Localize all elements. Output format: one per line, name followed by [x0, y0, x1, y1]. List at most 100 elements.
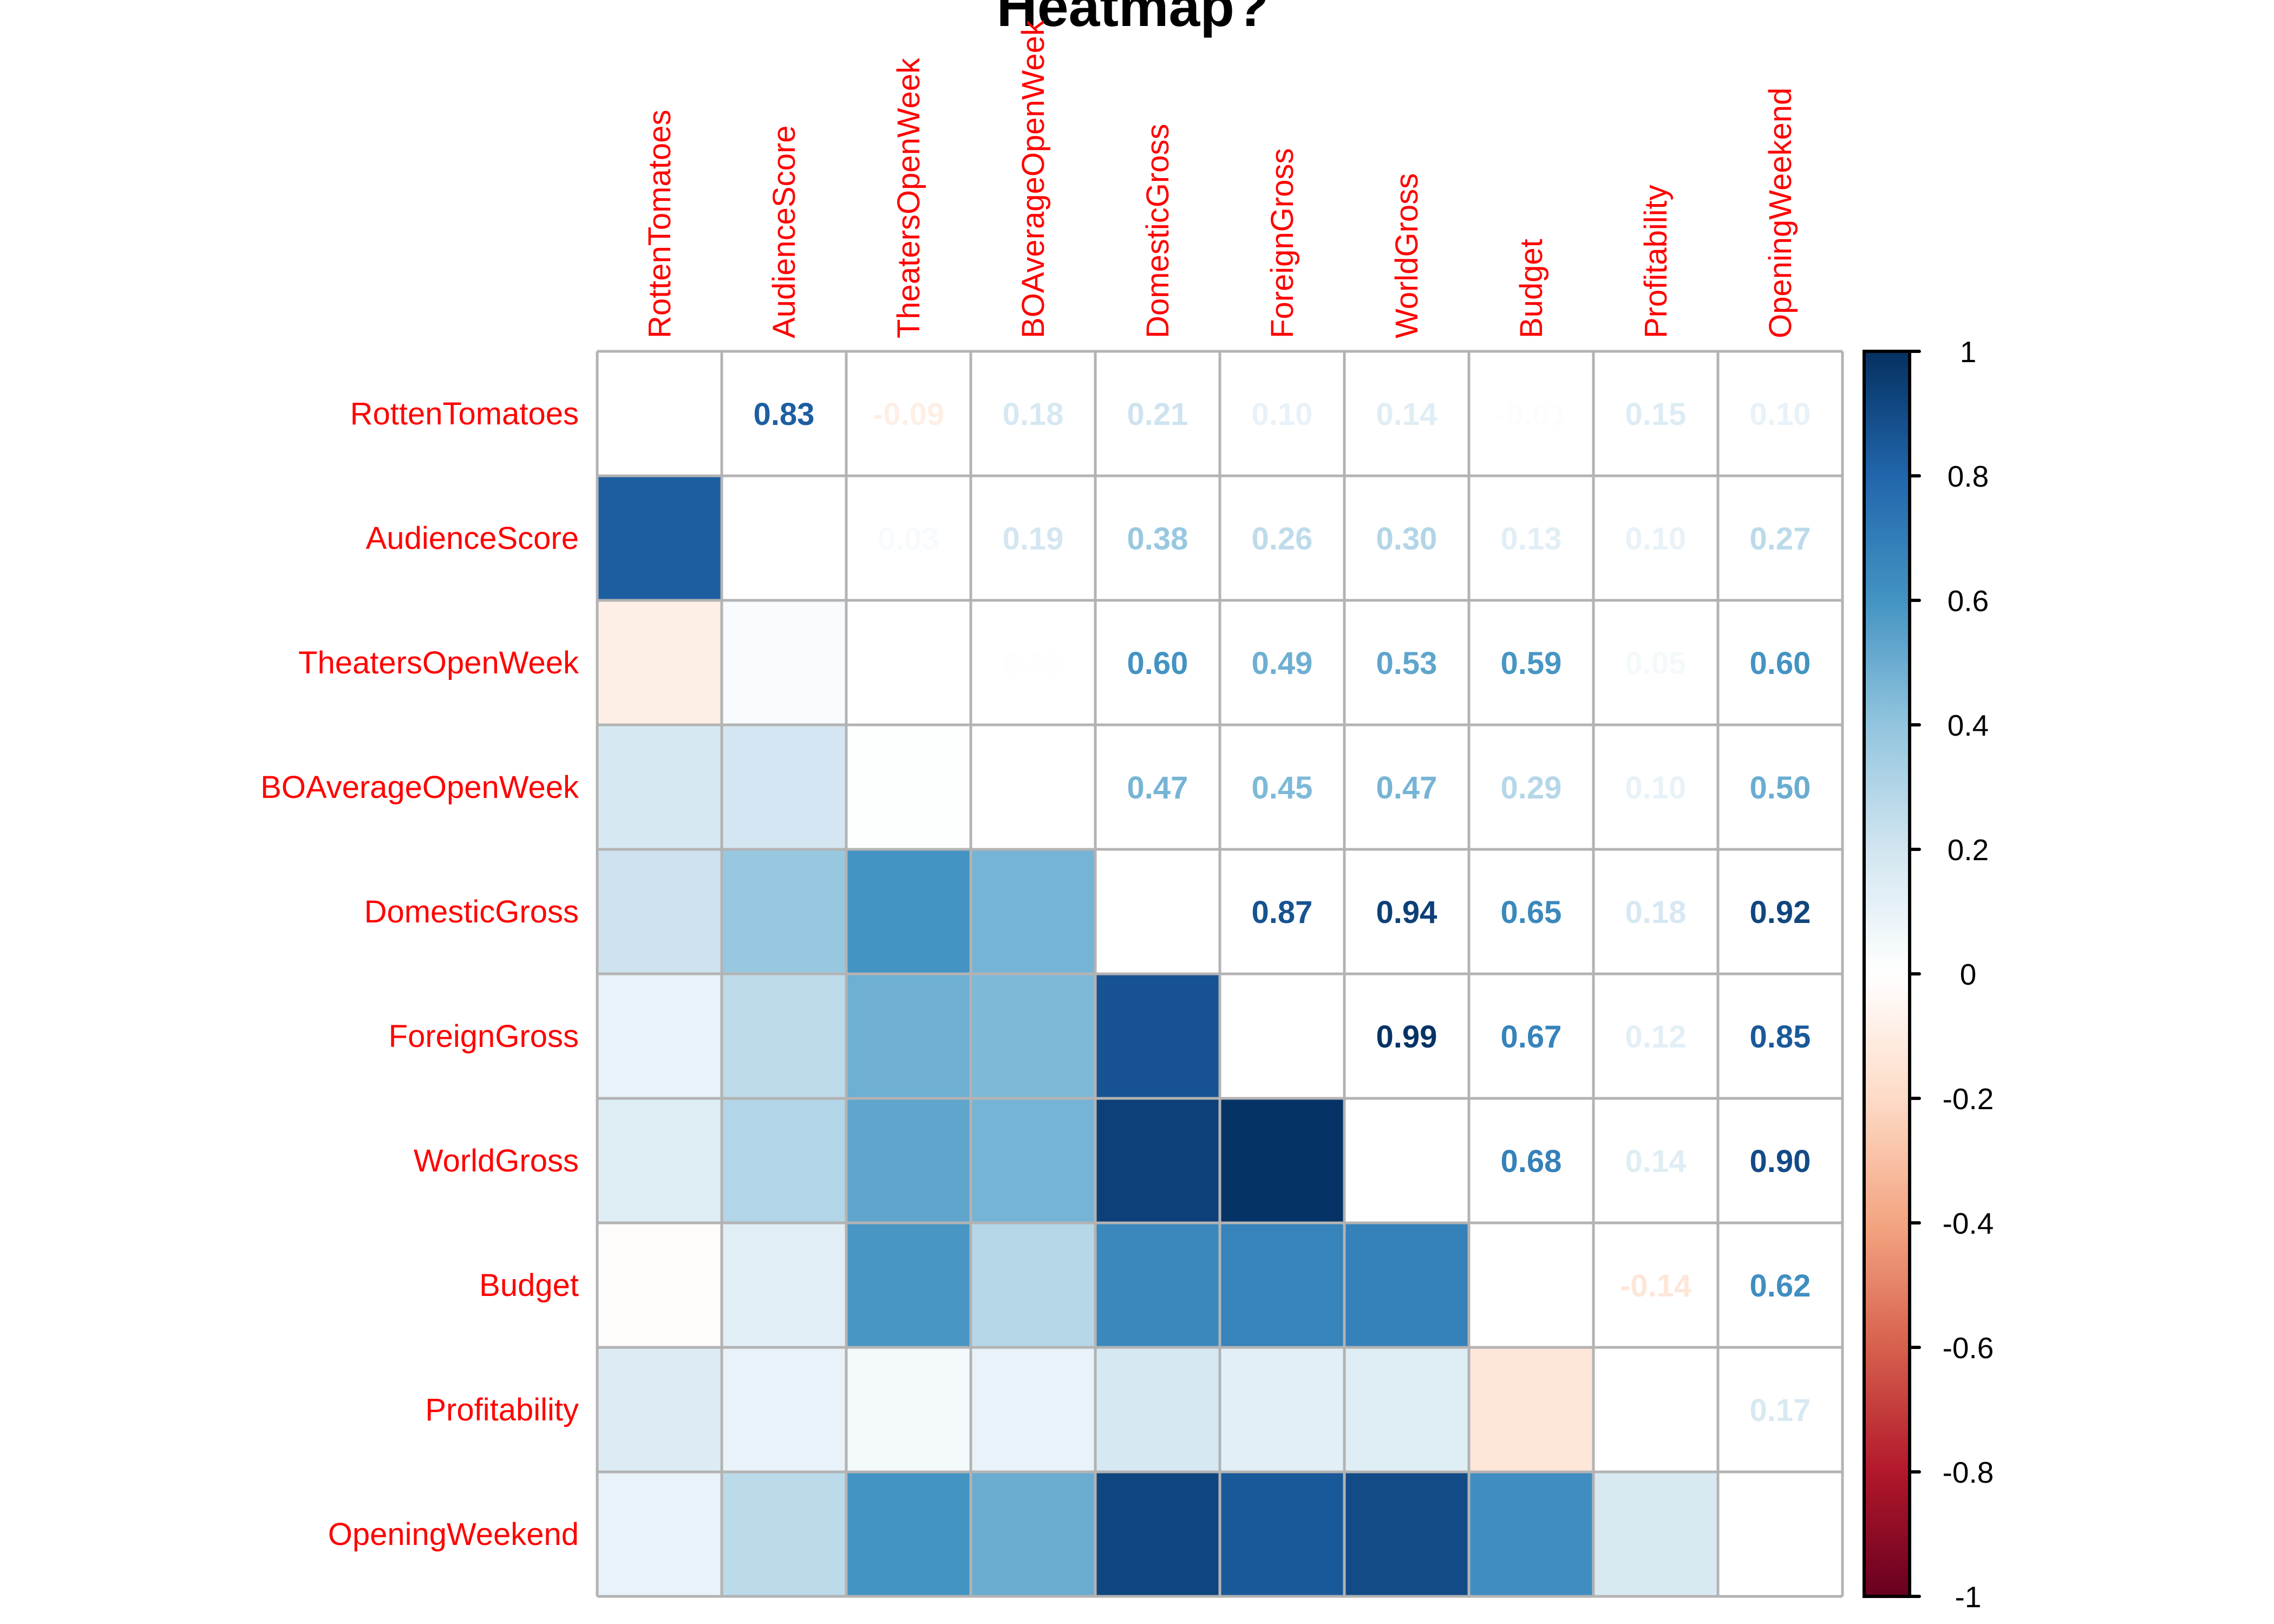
heatmap-cell-colored: [971, 1472, 1095, 1596]
heatmap-cell-colored: [1344, 1472, 1469, 1596]
correlation-value-label: -0.01: [1495, 397, 1567, 432]
heatmap-cell-diagonal: [1220, 974, 1344, 1098]
correlation-values: 0.83 -0.09 0.18 0.21 0.10 0.14 -0.01 0.15 0.10 0.…: [754, 397, 1811, 1428]
heatmap-cell-diagonal: [1095, 849, 1220, 974]
heatmap-cell-colored: [597, 849, 722, 974]
heatmap-cell-colored: [1220, 1347, 1344, 1472]
colorbar-tick-label: 0.6: [1948, 584, 1989, 618]
colorbar-tick-label: 1: [1960, 335, 1977, 369]
heatmap-cell-number: [1095, 600, 1220, 725]
row-label: Profitability: [425, 1392, 579, 1427]
correlation-value-label: 0.68: [1501, 1144, 1562, 1179]
correlation-value-label: 0.03: [878, 521, 939, 556]
heatmap-cell-number: [1718, 725, 1842, 849]
heatmap-cell-number: [971, 600, 1095, 725]
heatmap-cell-number: [1469, 351, 1593, 476]
colorbar-tick-label: -0.8: [1943, 1456, 1994, 1489]
grid-lines: [596, 350, 1844, 1598]
heatmap-cell-colored: [846, 1347, 971, 1472]
column-label: WorldGross: [1389, 173, 1424, 338]
heatmap-cell-colored: [1344, 1347, 1469, 1472]
correlation-value-label: 0.60: [1750, 646, 1811, 681]
heatmap-cell-diagonal: [722, 476, 846, 600]
correlation-value-label: 0.60: [1127, 646, 1188, 681]
heatmap-cell-diagonal: [1593, 1347, 1718, 1472]
heatmap-cell-number: [1220, 351, 1344, 476]
column-labels: RottenTomatoes AudienceScore TheatersOpenW…: [642, 19, 1798, 338]
correlation-value-label: 0.26: [1252, 521, 1313, 556]
correlation-value-label: 0.18: [1625, 895, 1687, 930]
heatmap-cell-colored: [1095, 1223, 1220, 1347]
correlation-value-label: 0.94: [1376, 895, 1437, 930]
correlation-value-label: 0.47: [1127, 770, 1188, 806]
correlation-value-label: 0.01: [1003, 646, 1064, 681]
correlation-value-label: 0.18: [1003, 397, 1064, 432]
heatmap-cell-colored: [1469, 1472, 1593, 1596]
heatmap-cell-number: [1718, 849, 1842, 974]
heatmap-cell-number: [971, 476, 1095, 600]
heatmap-cell-colored: [597, 600, 722, 725]
heatmap-cell-number: [1469, 974, 1593, 1098]
heatmap-cell-number: [1344, 600, 1469, 725]
column-label: TheatersOpenWeek: [891, 57, 926, 338]
heatmap-cell-diagonal: [1469, 1223, 1593, 1347]
row-label: OpeningWeekend: [328, 1517, 579, 1552]
correlation-value-label: 0.29: [1501, 770, 1562, 806]
correlation-value-label: 0.27: [1750, 521, 1811, 556]
heatmap-cell-number: [1718, 1223, 1842, 1347]
heatmap-cell-number: [1469, 476, 1593, 600]
heatmap-cell-colored: [597, 725, 722, 849]
correlation-value-label: 0.92: [1750, 895, 1811, 930]
row-label: Budget: [479, 1268, 579, 1303]
correlation-value-label: -0.14: [1620, 1268, 1691, 1304]
heatmap-cell-number: [1718, 1098, 1842, 1223]
correlation-value-label: 0.12: [1625, 1019, 1687, 1055]
correlation-value-label: 0.65: [1501, 895, 1562, 930]
correlation-value-label: 0.53: [1376, 646, 1437, 681]
heatmap-cell-colored: [597, 1347, 722, 1472]
heatmap-cell-number: [1593, 725, 1718, 849]
heatmap-cell-colored: [597, 1472, 722, 1596]
heatmap-cell-diagonal: [1344, 1098, 1469, 1223]
heatmap-cell-number: [971, 351, 1095, 476]
heatmap-cell-colored: [1220, 1098, 1344, 1223]
column-label: Budget: [1514, 239, 1549, 338]
heatmap-cell-colored: [722, 1472, 846, 1596]
correlation-value-label: 0.19: [1003, 521, 1064, 556]
heatmap-cell-colored: [971, 974, 1095, 1098]
heatmap-cell-colored: [846, 974, 971, 1098]
heatmap-cell-colored: [1095, 1347, 1220, 1472]
correlation-value-label: 0.05: [1625, 646, 1687, 681]
heatmap-cell-colored: [1469, 1347, 1593, 1472]
row-label: RottenTomatoes: [350, 396, 579, 431]
colorbar-tick-label: -0.6: [1943, 1331, 1994, 1365]
heatmap-cell-number: [1095, 351, 1220, 476]
heatmap-cell-colored: [1095, 974, 1220, 1098]
heatmap-cell-colored: [722, 600, 846, 725]
heatmap-cell-colored: [722, 1223, 846, 1347]
correlation-value-label: 0.10: [1625, 770, 1687, 806]
heatmap-cell-colored: [1220, 1223, 1344, 1347]
heatmap-cell-colored: [846, 1472, 971, 1596]
row-label: DomesticGross: [364, 894, 579, 929]
heatmap-cell-colored: [846, 725, 971, 849]
heatmap-cell-number: [1344, 974, 1469, 1098]
heatmap-cell-number: [1220, 725, 1344, 849]
chart-title: Heatmap?: [997, 0, 1269, 38]
heatmap-cell-number: [1469, 1098, 1593, 1223]
heatmap-cell-number: [1344, 476, 1469, 600]
correlation-value-label: 0.13: [1501, 521, 1562, 556]
heatmap-cell-colored: [1095, 1472, 1220, 1596]
colorbar-gradient: [1863, 350, 1911, 1598]
correlation-value-label: 0.14: [1376, 397, 1437, 432]
correlation-value-label: 0.15: [1625, 397, 1687, 432]
row-label: ForeignGross: [389, 1019, 579, 1054]
heatmap-cell-colored: [971, 1223, 1095, 1347]
heatmap-cell-number: [1220, 476, 1344, 600]
colorbar-tick-label: 0.8: [1948, 460, 1989, 493]
correlation-value-label: 0.50: [1750, 770, 1811, 806]
heatmap-cell-colored: [971, 1098, 1095, 1223]
colorbar-tick-label: -1: [1955, 1580, 1982, 1614]
colorbar-tick-label: 0.2: [1948, 833, 1989, 867]
heatmap-cell-number: [722, 351, 846, 476]
